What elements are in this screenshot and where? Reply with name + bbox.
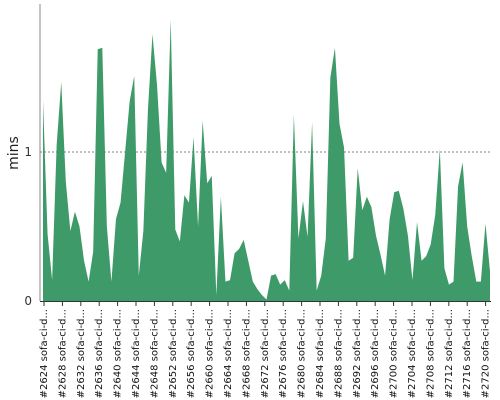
area-series-fill <box>43 19 490 301</box>
x-tick-label: #2680 sofa-ci-d... <box>297 309 308 398</box>
x-tick-label: #2644 sofa-ci-d... <box>131 309 142 398</box>
x-tick-label: #2632 sofa-ci-d... <box>76 309 87 398</box>
x-tick-label: #2708 sofa-ci-d... <box>425 309 436 398</box>
area-series <box>43 19 490 301</box>
x-tick-label: #2688 sofa-ci-d... <box>333 309 344 398</box>
x-tick-label: #2720 sofa-ci-d... <box>481 309 492 398</box>
x-tick-label: #2684 sofa-ci-d... <box>315 309 326 398</box>
x-tick-label: #2712 sofa-ci-d... <box>444 309 455 398</box>
x-tick-label: #2668 sofa-ci-d... <box>241 309 252 398</box>
x-tick-label: #2652 sofa-ci-d... <box>168 309 179 398</box>
x-tick-label: #2676 sofa-ci-d... <box>278 309 289 398</box>
x-tick-label: #2716 sofa-ci-d... <box>462 309 473 398</box>
x-tick-label: #2696 sofa-ci-d... <box>370 309 381 398</box>
x-tick-label: #2672 sofa-ci-d... <box>260 309 271 398</box>
x-tick-label: #2628 sofa-ci-d... <box>57 309 68 398</box>
x-tick-label: #2692 sofa-ci-d... <box>352 309 363 398</box>
x-tick-label: #2664 sofa-ci-d... <box>223 309 234 398</box>
y-axis-label: mins <box>6 136 22 170</box>
x-tick-label: #2648 sofa-ci-d... <box>149 309 160 398</box>
x-tick-labels: #2624 sofa-ci-d... #2628 sofa-ci-d... #263… <box>39 302 492 398</box>
x-tick-label: #2624 sofa-ci-d... <box>39 309 50 398</box>
x-tick-label: #2700 sofa-ci-d... <box>389 309 400 398</box>
axes <box>39 4 491 302</box>
x-tick-label: #2660 sofa-ci-d... <box>205 309 216 398</box>
x-tick-label: #2640 sofa-ci-d... <box>113 309 124 398</box>
x-tick-label: #2656 sofa-ci-d... <box>186 309 197 398</box>
y-tick-labels: 01 <box>24 145 32 308</box>
x-tick-label: #2636 sofa-ci-d... <box>94 309 105 398</box>
x-tick-label: #2704 sofa-ci-d... <box>407 309 418 398</box>
y-tick-label: 0 <box>24 294 32 308</box>
y-tick-label: 1 <box>24 145 32 159</box>
